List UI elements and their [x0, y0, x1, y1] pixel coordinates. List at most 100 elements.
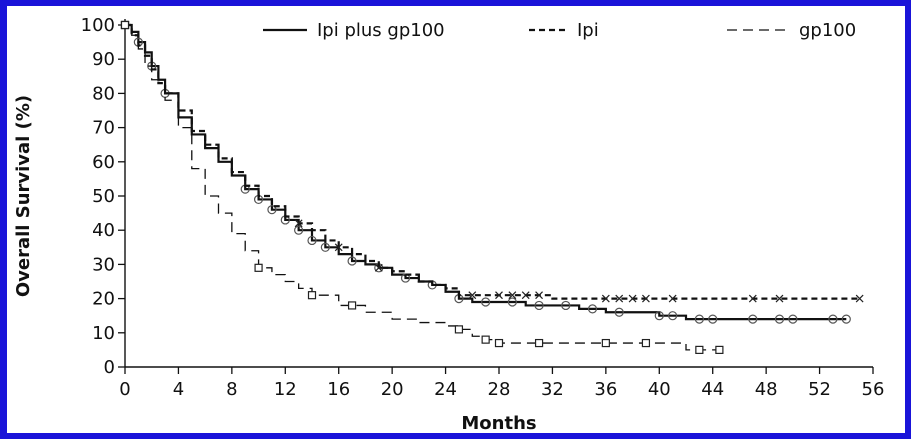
x-tick-label: 8 [226, 379, 237, 400]
censor-marker [454, 325, 464, 334]
censor-marker [641, 338, 651, 348]
x-tick-label: 28 [488, 379, 511, 400]
censor-marker [695, 345, 704, 354]
legend-label-2: gp100 [799, 20, 856, 41]
x-marker-stroke [508, 291, 517, 300]
censor-marker [534, 300, 544, 311]
censor-marker [535, 291, 543, 300]
y-tick-label: 70 [92, 118, 115, 139]
x-tick-label: 44 [701, 379, 724, 400]
censor-marker [774, 314, 785, 324]
x-marker-stroke [748, 294, 757, 303]
x-marker-stroke [855, 294, 864, 303]
x-marker-stroke [628, 294, 637, 303]
censor-marker [334, 243, 343, 252]
censor-marker [748, 314, 758, 324]
censor-marker [508, 291, 517, 300]
x-marker-stroke [535, 291, 543, 300]
x-tick-label: 48 [755, 379, 778, 400]
censor-marker [614, 307, 624, 317]
x-marker-stroke [495, 291, 503, 300]
y-tick-label: 10 [92, 323, 115, 344]
censor-marker [715, 345, 724, 354]
censor-marker [254, 263, 263, 272]
censor-marker [601, 294, 610, 303]
censor-marker [668, 311, 678, 321]
x-tick-label: 0 [119, 379, 130, 400]
censor-marker [654, 311, 664, 321]
series-1 [120, 20, 864, 303]
x-tick-label: 52 [808, 379, 831, 400]
censor-marker [347, 256, 357, 266]
y-tick-label: 20 [92, 289, 115, 310]
censor-marker [521, 291, 530, 300]
censor-marker [481, 297, 491, 307]
censor-marker [507, 297, 517, 307]
y-tick-label: 50 [92, 186, 115, 207]
censor-marker [615, 294, 624, 303]
x-tick-label: 24 [434, 379, 457, 400]
legend-label-1: Ipi [577, 20, 599, 41]
x-marker-stroke [521, 291, 530, 300]
censor-marker [775, 294, 784, 303]
censor-marker [561, 300, 571, 311]
censor-marker [587, 304, 598, 314]
x-tick-label: 16 [327, 379, 350, 400]
censor-marker [855, 294, 864, 303]
censor-marker [668, 294, 677, 303]
x-tick-label: 32 [541, 379, 564, 400]
censor-marker [642, 294, 650, 303]
y-tick-label: 0 [104, 357, 115, 378]
censor-marker [307, 235, 317, 246]
censor-marker [347, 301, 357, 310]
x-marker-stroke [334, 243, 343, 252]
chart-frame: 0 10 20 30 40 50 60 70 80 90 100 0 4 8 12 16 20 24 28 32 36 4… [7, 6, 905, 433]
x-marker-stroke [294, 219, 303, 228]
censor-marker [294, 219, 303, 228]
y-tick-label: 90 [92, 49, 115, 70]
x-marker-stroke [668, 294, 677, 303]
y-tick-label: 60 [92, 152, 115, 173]
censor-marker [307, 291, 317, 300]
censor-marker [628, 294, 637, 303]
x-axis-title: Months [461, 413, 536, 433]
x-tick-label: 20 [381, 379, 404, 400]
x-tick-label: 12 [274, 379, 297, 400]
x-marker-stroke [642, 294, 650, 303]
censor-marker [267, 205, 277, 215]
x-marker-stroke [374, 263, 383, 272]
censor-marker [694, 314, 704, 324]
x-tick-label: 56 [862, 379, 885, 400]
x-marker-stroke [468, 291, 477, 300]
series-line-1 [125, 23, 860, 300]
censor-marker [601, 338, 610, 348]
y-tick-label: 80 [92, 83, 115, 104]
censor-marker [748, 294, 757, 303]
series-layer [120, 20, 864, 354]
x-tick-label: 36 [594, 379, 617, 400]
start-marker [120, 20, 130, 30]
y-axis-title: Overall Survival (%) [13, 95, 34, 297]
legend: Ipi plus gp100 Ipi gp100 [263, 20, 856, 41]
x-tick-label: 4 [173, 379, 184, 400]
censor-marker [320, 242, 330, 252]
series-2 [120, 20, 724, 354]
censor-marker [708, 314, 718, 324]
x-marker-stroke [615, 294, 624, 303]
censor-marker [374, 263, 383, 272]
censor-marker [788, 314, 798, 324]
x-tick-label: 40 [648, 379, 671, 400]
censor-marker [481, 335, 490, 344]
censor-marker [468, 291, 477, 300]
y-tick-label: 100 [81, 15, 115, 36]
censor-marker [841, 314, 851, 324]
legend-label-0: Ipi plus gp100 [317, 20, 445, 41]
y-tick-label: 30 [92, 254, 115, 275]
censor-marker [534, 338, 544, 348]
censor-marker [494, 338, 504, 348]
censor-marker [828, 314, 838, 324]
censor-marker [495, 291, 503, 300]
censor-marker [294, 225, 304, 235]
y-tick-label: 40 [92, 220, 115, 241]
x-marker-stroke [775, 294, 784, 303]
